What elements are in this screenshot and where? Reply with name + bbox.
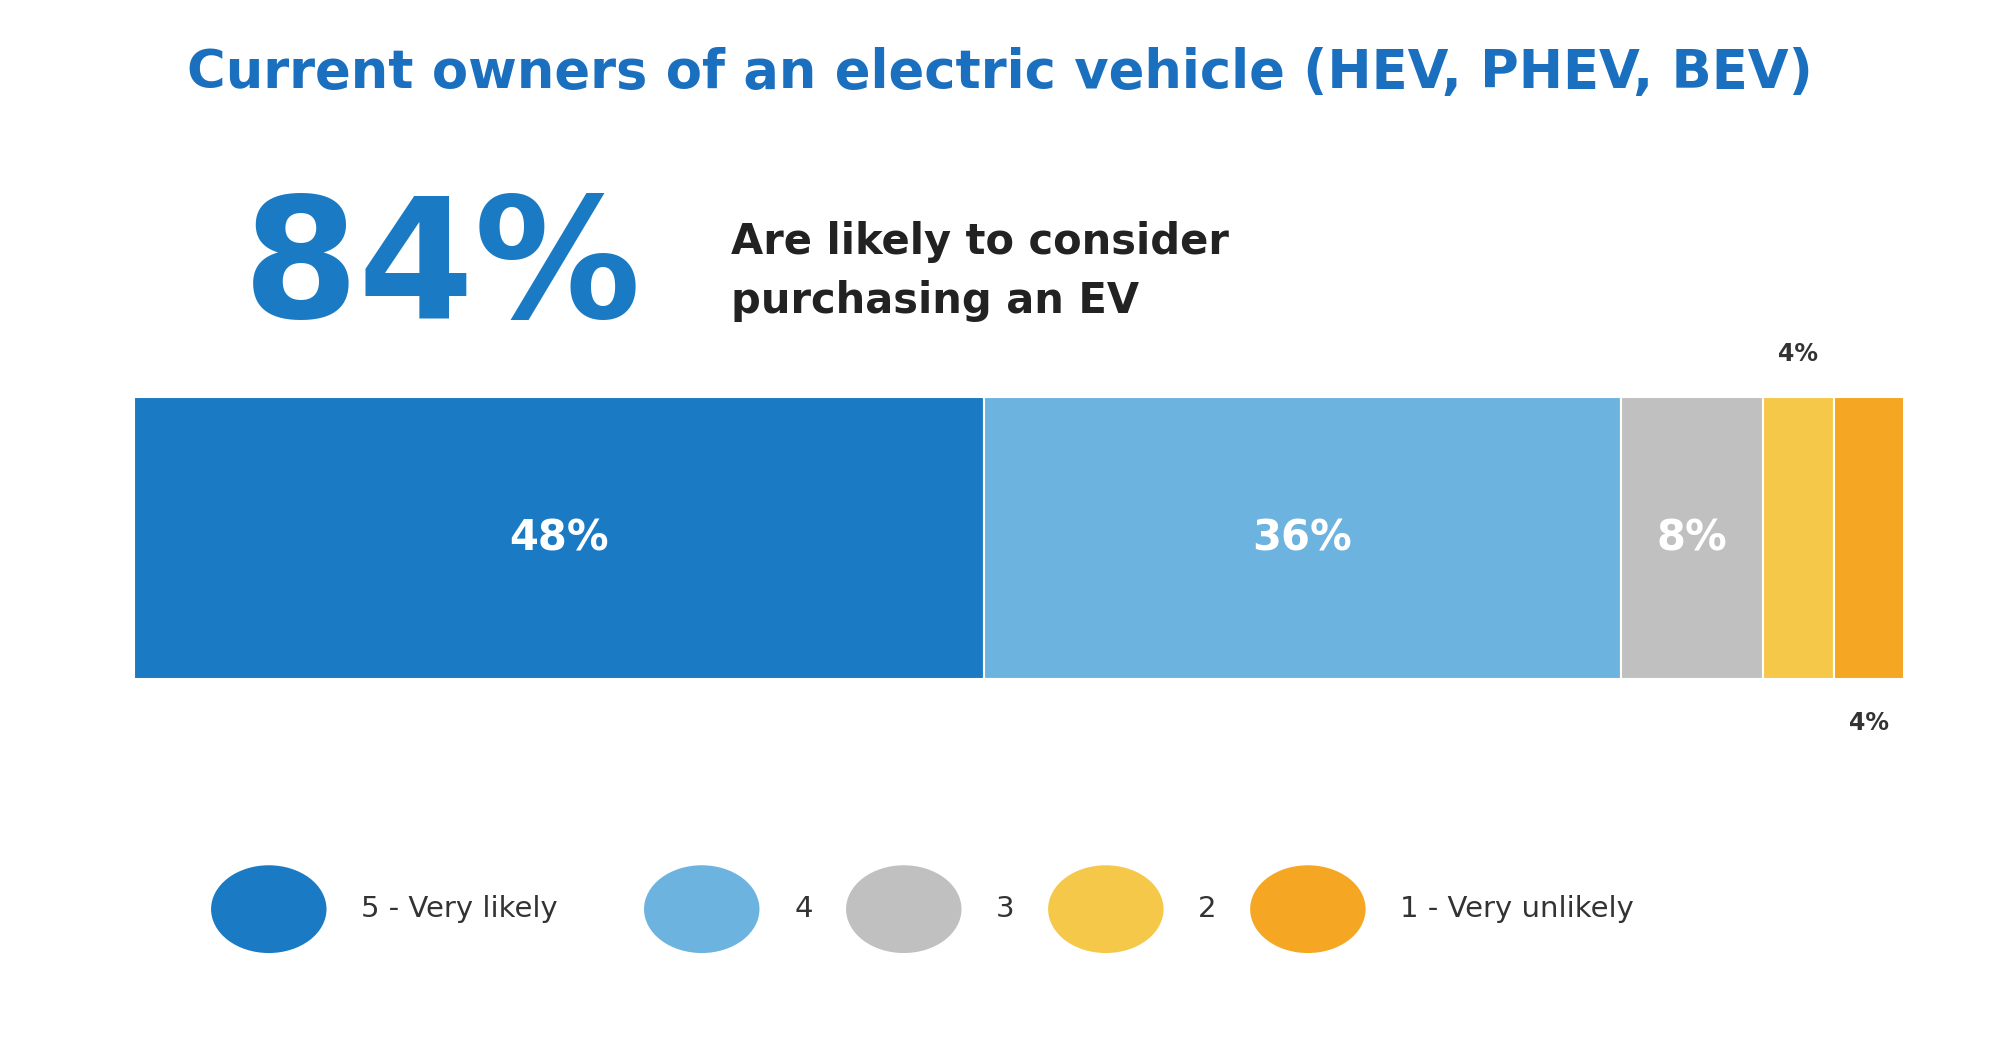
Ellipse shape — [846, 865, 962, 953]
Text: 4%: 4% — [1848, 711, 1888, 735]
Text: 5 - Very likely: 5 - Very likely — [362, 896, 558, 923]
Ellipse shape — [1250, 865, 1366, 953]
Bar — [1762, 397, 1834, 679]
Ellipse shape — [1048, 865, 1164, 953]
Ellipse shape — [212, 865, 326, 953]
Ellipse shape — [644, 865, 760, 953]
Text: 84%: 84% — [242, 190, 642, 353]
Bar — [984, 397, 1622, 679]
Text: Current owners of an electric vehicle (HEV, PHEV, BEV): Current owners of an electric vehicle (H… — [188, 47, 1812, 99]
Text: 1 - Very unlikely: 1 - Very unlikely — [1400, 896, 1634, 923]
Bar — [1622, 397, 1762, 679]
Text: 4%: 4% — [1778, 342, 1818, 366]
Text: 8%: 8% — [1656, 517, 1728, 559]
Text: 36%: 36% — [1252, 517, 1352, 559]
Bar — [134, 397, 984, 679]
Text: 48%: 48% — [510, 517, 608, 559]
Text: 3: 3 — [996, 896, 1014, 923]
Text: 2: 2 — [1198, 896, 1216, 923]
Bar — [1834, 397, 1904, 679]
Text: 4: 4 — [794, 896, 812, 923]
Text: Are likely to consider
purchasing an EV: Are likely to consider purchasing an EV — [730, 222, 1228, 322]
